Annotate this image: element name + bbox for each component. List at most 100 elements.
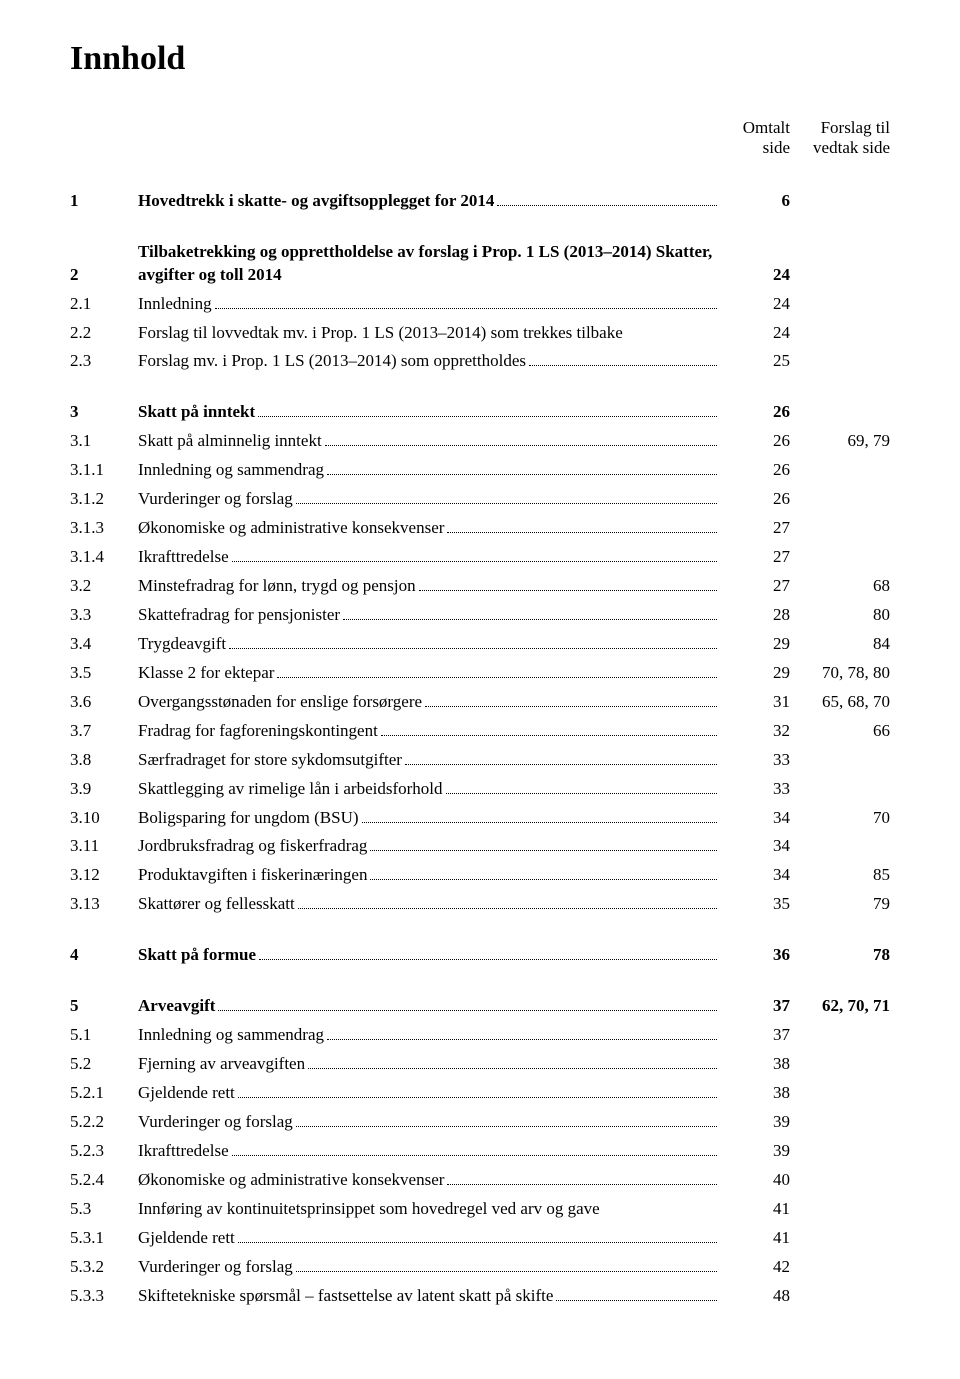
leader-dots	[381, 735, 717, 736]
toc-entry-label-cell: Gjeldende rett	[138, 1224, 720, 1253]
leader-dots	[497, 205, 717, 206]
toc-row: 3.3Skattefradrag for pensjonister2880	[70, 601, 890, 630]
toc-entry-label: Innledning og sammendrag	[138, 459, 324, 482]
toc-entry-number: 3.7	[70, 717, 138, 746]
toc-entry-number: 1	[70, 187, 138, 216]
toc-entry-omtalt-page: 26	[720, 398, 790, 427]
toc-entry-number: 5.3.2	[70, 1253, 138, 1282]
toc-entry-number: 4	[70, 941, 138, 970]
toc-entry-label: Vurderinger og forslag	[138, 488, 293, 511]
toc-entry-label-cell: Produktavgiften i fiskerinæringen	[138, 861, 720, 890]
toc-entry-number: 5.2.1	[70, 1079, 138, 1108]
toc-entry-label: Minstefradrag for lønn, trygd og pensjon	[138, 575, 416, 598]
toc-entry-label: Vurderinger og forslag	[138, 1256, 293, 1279]
toc-entry-forslag-page: 70	[790, 804, 890, 833]
toc-entry-number: 2	[70, 238, 138, 290]
column-header-omtalt: Omtalt side	[720, 118, 790, 165]
toc-entry-number: 2.3	[70, 347, 138, 376]
toc-row: 3.1.3Økonomiske og administrative konsek…	[70, 514, 890, 543]
toc-entry-omtalt-page: 32	[720, 717, 790, 746]
toc-entry-number: 3.1.1	[70, 456, 138, 485]
toc-row: 3.13Skattører og fellesskatt3579	[70, 890, 890, 919]
toc-entry-label-cell: Forslag mv. i Prop. 1 LS (2013–2014) som…	[138, 347, 720, 376]
toc-entry-label-cell: Økonomiske og administrative konsekvense…	[138, 1166, 720, 1195]
toc-entry-number: 2.2	[70, 319, 138, 348]
toc-entry-number: 3.13	[70, 890, 138, 919]
toc-row: 2.3Forslag mv. i Prop. 1 LS (2013–2014) …	[70, 347, 890, 376]
toc-entry-omtalt-page: 34	[720, 861, 790, 890]
toc-entry-forslag-page	[790, 290, 890, 319]
toc-entry-number: 3.1.2	[70, 485, 138, 514]
leader-dots	[446, 793, 717, 794]
toc-entry-label: Boligsparing for ungdom (BSU)	[138, 807, 359, 830]
leader-dots	[327, 1039, 717, 1040]
leader-dots	[229, 648, 717, 649]
leader-dots	[327, 474, 717, 475]
toc-entry-label-cell: Klasse 2 for ektepar	[138, 659, 720, 688]
toc-entry-omtalt-page: 34	[720, 804, 790, 833]
toc-entry-forslag-page: 85	[790, 861, 890, 890]
toc-entry-number: 2.1	[70, 290, 138, 319]
column-header-row: Omtalt side Forslag til vedtak side	[70, 118, 890, 165]
toc-entry-label: Overgangsstønaden for enslige forsørgere	[138, 691, 422, 714]
toc-entry-label-cell: Skattefradrag for pensjonister	[138, 601, 720, 630]
toc-entry-label: Trygdeavgift	[138, 633, 226, 656]
toc-entry-number: 5.1	[70, 1021, 138, 1050]
toc-page: Innhold Omtalt side Forslag til vedtak s…	[0, 0, 960, 1361]
toc-entry-omtalt-page: 38	[720, 1079, 790, 1108]
toc-entry-label: Ikrafttredelse	[138, 1140, 229, 1163]
toc-entry-omtalt-page: 34	[720, 832, 790, 861]
toc-entry-label: Innføring av kontinuitetsprinsippet som …	[138, 1198, 600, 1221]
leader-dots	[258, 416, 717, 417]
leader-dots	[298, 908, 717, 909]
toc-entry-number: 5.2.3	[70, 1137, 138, 1166]
toc-entry-label: Skattlegging av rimelige lån i arbeidsfo…	[138, 778, 443, 801]
toc-entry-omtalt-page: 48	[720, 1282, 790, 1311]
toc-entry-label: Forslag til lovvedtak mv. i Prop. 1 LS (…	[138, 322, 623, 345]
toc-entry-number: 5.2.4	[70, 1166, 138, 1195]
toc-row: 3.1.1Innledning og sammendrag26	[70, 456, 890, 485]
toc-entry-forslag-page	[790, 456, 890, 485]
leader-dots	[215, 308, 717, 309]
toc-entry-label: Gjeldende rett	[138, 1082, 235, 1105]
leader-dots	[232, 1155, 717, 1156]
toc-entry-omtalt-page: 35	[720, 890, 790, 919]
leader-dots	[370, 850, 717, 851]
toc-entry-forslag-page	[790, 398, 890, 427]
toc-entry-omtalt-page: 40	[720, 1166, 790, 1195]
toc-entry-forslag-page	[790, 1224, 890, 1253]
toc-row: 3.11Jordbruksfradrag og fiskerfradrag 34	[70, 832, 890, 861]
toc-entry-forslag-page	[790, 319, 890, 348]
toc-entry-number: 5.2	[70, 1050, 138, 1079]
toc-row: 3.4Trygdeavgift2984	[70, 630, 890, 659]
column-header-forslag: Forslag til vedtak side	[790, 118, 890, 165]
toc-entry-label-cell: Ikrafttredelse	[138, 543, 720, 572]
toc-entry-label: Tilbaketrekking og opprettholdelse av fo…	[138, 241, 714, 287]
toc-entry-label-cell: Ikrafttredelse	[138, 1137, 720, 1166]
toc-entry-forslag-page	[790, 1253, 890, 1282]
toc-entry-forslag-page	[790, 746, 890, 775]
toc-entry-label-cell: Skatt på alminnelig inntekt	[138, 427, 720, 456]
toc-row: 2.2Forslag til lovvedtak mv. i Prop. 1 L…	[70, 319, 890, 348]
toc-entry-number: 5.2.2	[70, 1108, 138, 1137]
toc-row: 5.3Innføring av kontinuitetsprinsippet s…	[70, 1195, 890, 1224]
toc-entry-omtalt-page: 33	[720, 746, 790, 775]
toc-entry-omtalt-page: 29	[720, 630, 790, 659]
toc-entry-forslag-page: 70, 78, 80	[790, 659, 890, 688]
toc-entry-forslag-page: 80	[790, 601, 890, 630]
toc-entry-number: 3.1.3	[70, 514, 138, 543]
toc-row: 3Skatt på inntekt26	[70, 398, 890, 427]
toc-entry-number: 3.11	[70, 832, 138, 861]
toc-entry-forslag-page	[790, 238, 890, 290]
toc-entry-label-cell: Innføring av kontinuitetsprinsippet som …	[138, 1195, 720, 1224]
toc-entry-label-cell: Trygdeavgift	[138, 630, 720, 659]
toc-entry-label: Økonomiske og administrative konsekvense…	[138, 517, 444, 540]
toc-row: 3.1Skatt på alminnelig inntekt2669, 79	[70, 427, 890, 456]
toc-row: 5.2.2Vurderinger og forslag39	[70, 1108, 890, 1137]
toc-entry-number: 5.3	[70, 1195, 138, 1224]
toc-entry-label-cell: Innledning og sammendrag	[138, 1021, 720, 1050]
toc-entry-label: Jordbruksfradrag og fiskerfradrag	[138, 835, 367, 858]
leader-dots	[218, 1010, 717, 1011]
leader-dots	[343, 619, 717, 620]
toc-entry-forslag-page: 79	[790, 890, 890, 919]
